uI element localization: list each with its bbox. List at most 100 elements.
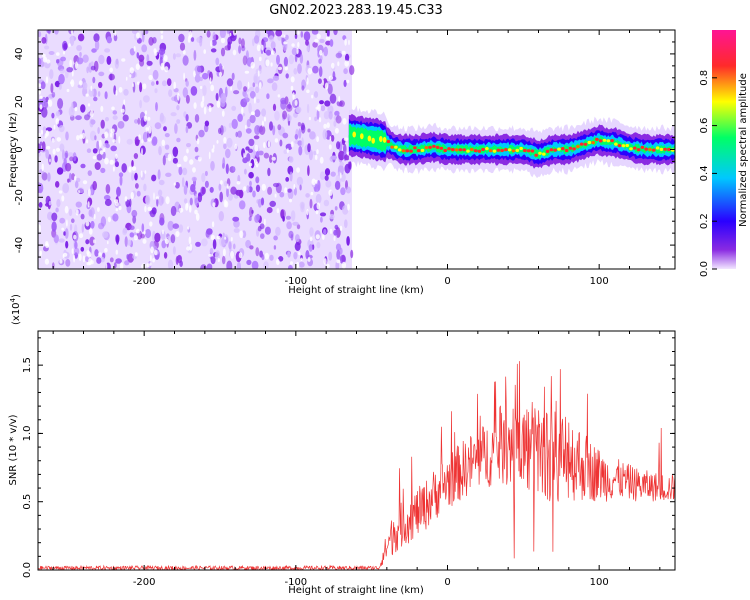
noise-blob [246,119,251,128]
noise-gap [61,195,65,202]
signal-peak [644,147,648,151]
noise-gap [55,118,60,125]
noise-blob [90,61,94,68]
noise-blob [215,92,219,101]
noise-gap [186,148,189,154]
noise-gap [188,205,192,213]
noise-blob [228,193,233,201]
noise-gap [177,92,180,101]
noise-gap [150,254,152,262]
noise-blob [242,157,248,164]
noise-gap [143,230,146,235]
noise-blob [62,149,65,160]
noise-blob [141,44,148,53]
noise-blob [80,246,85,252]
noise-gap [314,38,319,43]
noise-gap [98,252,102,256]
noise-blob [308,149,313,161]
noise-gap [210,40,213,47]
noise-blob [158,195,164,206]
noise-blob [263,152,270,159]
noise-blob [333,229,338,236]
noise-gap [265,59,270,67]
noise-blob [295,106,302,114]
noise-gap [213,144,215,150]
noise-gap [38,133,41,137]
noise-blob [104,91,108,100]
noise-blob [333,120,337,127]
noise-blob [194,74,201,83]
noise-gap [45,241,49,246]
noise-gap [243,186,247,191]
noise-blob [116,186,121,197]
noise-blob [253,35,260,44]
noise-blob [280,209,286,219]
noise-gap [290,261,293,265]
signal-peak [542,152,546,156]
noise-gap [93,213,96,220]
noise-gap [254,144,259,152]
noise-blob [105,117,109,122]
noise-blob [344,154,350,161]
noise-blob [172,157,178,164]
noise-blob [186,143,191,148]
noise-gap [132,83,134,88]
noise-gap [81,132,86,139]
noise-blob [204,120,210,127]
noise-blob [237,113,243,122]
noise-gap [307,257,311,262]
noise-gap [90,109,94,118]
noise-blob [44,45,50,50]
noise-blob [80,213,85,220]
noise-blob [158,179,165,186]
noise-gap [234,143,238,150]
noise-blob [200,264,207,269]
noise-blob [201,172,206,183]
noise-blob [94,162,101,170]
noise-blob [220,47,226,57]
signal-peak [629,147,633,151]
noise-blob [259,125,266,135]
y-tick-label: 0.0 [22,562,33,578]
noise-blob [43,100,49,109]
noise-blob [312,41,318,48]
noise-blob [88,209,93,217]
noise-blob [275,226,281,236]
noise-gap [147,206,152,212]
noise-blob [285,73,289,79]
noise-blob [273,245,277,250]
noise-blob [66,67,74,73]
noise-blob [206,263,213,269]
noise-gap [163,55,168,62]
noise-blob [71,218,75,223]
signal-peak [367,135,372,142]
signal-peak [428,145,432,149]
noise-gap [274,138,279,143]
noise-gap [142,83,147,90]
noise-gap [197,156,202,162]
noise-gap [193,102,197,109]
noise-blob [183,184,188,195]
noise-blob [174,123,178,134]
noise-gap [210,84,215,92]
noise-blob [151,174,157,182]
noise-blob [272,125,276,136]
noise-blob [160,230,166,240]
noise-gap [294,99,298,106]
noise-gap [344,60,350,67]
noise-blob [314,184,320,193]
noise-blob [155,102,158,112]
noise-blob [134,172,138,181]
noise-blob [294,133,298,140]
noise-blob [328,111,333,120]
noise-blob [125,199,130,208]
noise-gap [164,238,169,245]
noise-gap [46,146,51,150]
noise-blob [157,169,161,180]
x-tick-label: -100 [284,577,307,588]
noise-blob [320,216,323,223]
noise-gap [107,240,109,245]
noise-blob [79,52,82,57]
noise-blob [244,93,249,99]
noise-blob [322,129,328,140]
